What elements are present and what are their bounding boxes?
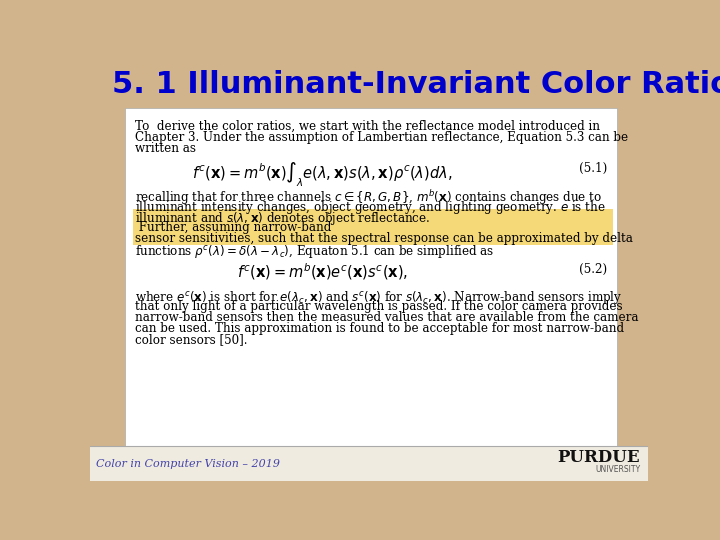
Text: narrow-band sensors then the measured values that are available from the camera: narrow-band sensors then the measured va…: [135, 312, 639, 325]
Text: 5. 1 Illuminant-Invariant Color Ratios: 5. 1 Illuminant-Invariant Color Ratios: [112, 70, 720, 99]
FancyBboxPatch shape: [125, 108, 617, 446]
Text: recalling that for three channels $c \in \{R, G, B\}$, $m^b(\mathbf{x})$ contain: recalling that for three channels $c \in…: [135, 188, 602, 207]
Text: Color in Computer Vision – 2019: Color in Computer Vision – 2019: [96, 458, 280, 469]
Text: color sensors [50].: color sensors [50].: [135, 333, 248, 346]
Text: Further, assuming narrow-band: Further, assuming narrow-band: [135, 221, 331, 234]
Text: written as: written as: [135, 142, 196, 155]
Text: illuminant intensity changes, object geometry, and lighting geometry. $e$ is the: illuminant intensity changes, object geo…: [135, 199, 606, 217]
Text: $f^c(\mathbf{x}) = m^b(\mathbf{x}) \int_\lambda e(\lambda, \mathbf{x}) s(\lambda: $f^c(\mathbf{x}) = m^b(\mathbf{x}) \int_…: [192, 161, 453, 190]
FancyBboxPatch shape: [90, 446, 648, 481]
Text: Chapter 3. Under the assumption of Lambertian reflectance, Equation 5.3 can be: Chapter 3. Under the assumption of Lambe…: [135, 131, 628, 144]
Text: UNIVERSITY: UNIVERSITY: [595, 465, 640, 474]
Text: functions $\rho^c(\lambda) = \delta(\lambda - \lambda_c)$, Equaton 5.1 can be si: functions $\rho^c(\lambda) = \delta(\lam…: [135, 243, 494, 260]
Text: (5.1): (5.1): [579, 163, 607, 176]
FancyBboxPatch shape: [90, 65, 648, 105]
Text: where $e^c(\mathbf{x})$ is short for $e(\lambda_c, \mathbf{x})$ and $s^c(\mathbf: where $e^c(\mathbf{x})$ is short for $e(…: [135, 289, 622, 307]
Text: $f^c(\mathbf{x}) = m^b(\mathbf{x}) e^c(\mathbf{x}) s^c(\mathbf{x}),$: $f^c(\mathbf{x}) = m^b(\mathbf{x}) e^c(\…: [237, 262, 408, 282]
Text: To  derive the color ratios, we start with the reflectance model introduced in: To derive the color ratios, we start wit…: [135, 120, 600, 133]
Text: that only light of a particular wavelength is passed. If the color camera provid: that only light of a particular waveleng…: [135, 300, 623, 313]
Text: (5.2): (5.2): [579, 264, 607, 276]
Text: PURDUE: PURDUE: [557, 449, 640, 466]
Text: sensor sensitivities, such that the spectral response can be approximated by del: sensor sensitivities, such that the spec…: [135, 232, 633, 245]
Text: can be used. This approximation is found to be acceptable for most narrow-band: can be used. This approximation is found…: [135, 322, 624, 335]
Text: illuminant and $s(\lambda, \mathbf{x})$ denotes object reflectance.: illuminant and $s(\lambda, \mathbf{x})$ …: [135, 210, 431, 227]
FancyBboxPatch shape: [132, 209, 613, 245]
